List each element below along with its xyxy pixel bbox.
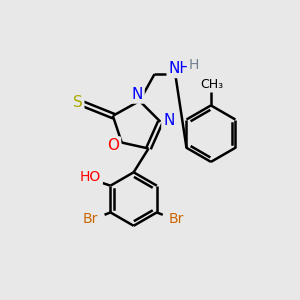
Text: Br: Br (169, 212, 184, 226)
Text: H: H (188, 58, 199, 72)
Text: HO: HO (80, 170, 101, 184)
Text: N: N (131, 87, 143, 102)
Text: O: O (107, 138, 119, 153)
Text: CH₃: CH₃ (200, 77, 223, 91)
Text: Br: Br (83, 212, 98, 226)
Text: NH: NH (168, 61, 191, 76)
Text: N: N (163, 113, 174, 128)
Text: S: S (73, 95, 82, 110)
